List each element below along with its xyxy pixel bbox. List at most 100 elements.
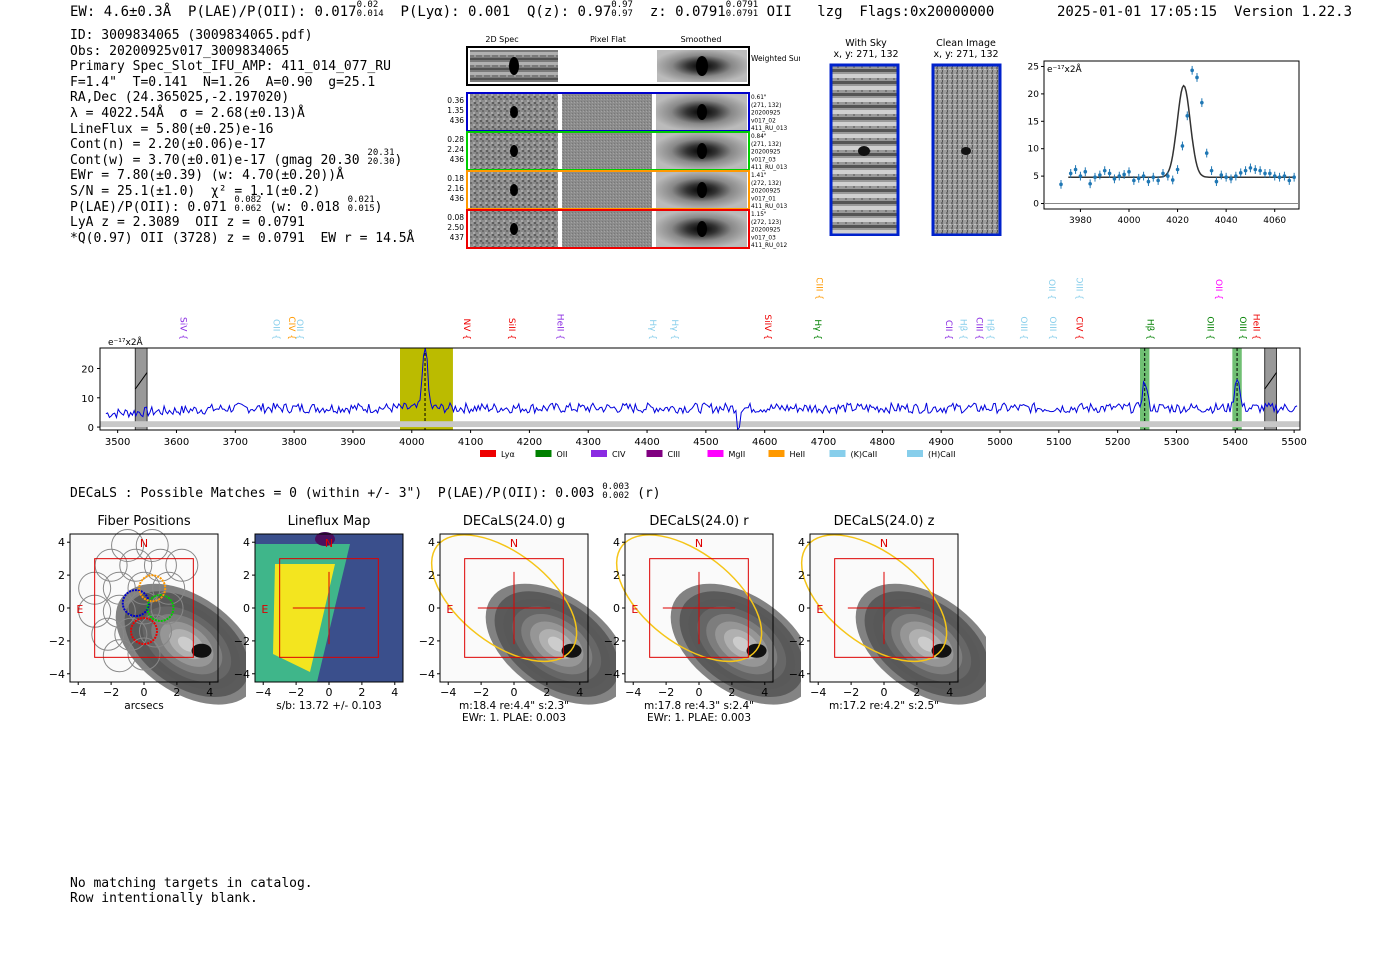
fiber-circle: [127, 637, 161, 671]
spectrum-line-label: CIII {: [814, 278, 824, 300]
panel-ytick-label: 2: [613, 569, 620, 582]
imaging-panel: DECaLS(24.0) g N E −4 −4 −2 −2 0 0 2 2 4 4 m:18.4 re:…: [416, 510, 628, 729]
lineflux-dark-spot: [315, 532, 335, 546]
fit-point: [1185, 114, 1190, 118]
header-ew: EW: 4.6±0.3Å: [70, 4, 172, 20]
panel-caption: m:18.4 re:4.4" s:2.3": [459, 700, 569, 712]
compass-e: E: [76, 603, 83, 616]
panel-ytick-label: −4: [789, 668, 805, 681]
galaxy-ellipse: [430, 534, 578, 663]
cutout-source: [510, 184, 518, 196]
spectrum-xtick-label: 4800: [870, 437, 895, 448]
panel-xtick-label: 0: [696, 686, 703, 699]
cutout-right-value: 411_RU_013: [751, 126, 788, 132]
galaxy-ellipse: [615, 534, 763, 663]
panel-xtick-label: −4: [255, 686, 271, 699]
fiber-circle: [150, 591, 184, 625]
fit-point: [1292, 175, 1296, 180]
legend-swatch: [591, 450, 607, 457]
fit-point: [1102, 168, 1107, 173]
panel-ytick-label: 2: [243, 569, 250, 582]
panel-ytick-label: 0: [428, 602, 435, 615]
fiber-cutouts: 2D Spec Pixel Flat Smoothed Weighted Sum…: [440, 32, 805, 262]
cutout-left-value: 1.35: [447, 106, 464, 115]
spectrum-ytick-label: 0: [88, 423, 94, 434]
fit-point: [1204, 151, 1209, 155]
spectrum-xtick-label: 4500: [693, 437, 718, 448]
cutout-left-value: 2.16: [447, 184, 464, 193]
fit-point: [1258, 168, 1262, 173]
cutout-left-value: 2.24: [447, 145, 464, 154]
panel-caption: m:17.8 re:4.3" s:2.4": [644, 700, 754, 712]
panel-xtick-label: 0: [326, 686, 333, 699]
spectrum-xtick-label: 4100: [458, 437, 483, 448]
fit-point: [1272, 174, 1277, 178]
legend-label: OII: [557, 450, 568, 459]
cutout-left-value: 436: [450, 194, 465, 203]
fit-point: [1170, 178, 1175, 182]
fit-point: [1229, 177, 1233, 181]
spectrum-xtick-label: 4400: [634, 437, 659, 448]
fit-point: [1078, 174, 1083, 178]
fit-point: [1146, 179, 1151, 184]
cutout-pixel-flat: [562, 211, 652, 247]
legend-swatch: [768, 450, 785, 457]
imaging-panel: DECaLS(24.0) r N E −4 −4 −2 −2 0 0 2 2 4 4 m:17.8 re:…: [601, 510, 813, 729]
spectrum-line-label: OIII {: [1018, 316, 1028, 340]
fit-point: [1243, 168, 1248, 173]
legend-label: HeII: [790, 450, 806, 459]
panel-ytick-label: 2: [58, 569, 65, 582]
panel-xtick-label: 0: [511, 686, 518, 699]
panel-ytick-label: 0: [613, 602, 620, 615]
cutout-right-value: (272, 132): [751, 181, 781, 187]
cutout-right-value: 20200925: [751, 189, 781, 195]
cutout-right-value: v017_03: [751, 157, 776, 163]
fiber-circle: [91, 617, 125, 651]
cutout-pixel-flat: [562, 172, 652, 208]
cutout-left-value: 436: [450, 116, 465, 125]
spectrum-xtick-label: 4200: [517, 437, 542, 448]
info-ewr: EWr = 7.80(±0.39) (w: 4.70(±0.20))Å: [70, 168, 344, 184]
fiber-circle: [139, 614, 173, 648]
legend-swatch: [907, 450, 923, 457]
cutout-right-value: 0.61": [751, 95, 767, 101]
blank-row-message: Row intentionally blank.: [70, 891, 258, 906]
panel-ytick-label: 4: [428, 536, 435, 549]
decals-summary: DECaLS : Possible Matches = 0 (within +/…: [70, 481, 661, 501]
col-label-2d-spec: 2D Spec: [485, 35, 518, 44]
aperture-box: [464, 558, 564, 658]
spectrum-ytick-label: 10: [81, 394, 94, 405]
spectrum-noise-band: [100, 421, 1300, 428]
fit-point: [1151, 175, 1156, 180]
cutout-left-value: 436: [450, 155, 465, 164]
spectrum-line-label: OIII {: [1047, 316, 1057, 340]
panel-ytick-label: −4: [604, 668, 620, 681]
panel-xtick-label: −2: [658, 686, 674, 699]
spectrum-highlight-window: [400, 348, 453, 430]
fit-point: [1219, 173, 1224, 177]
sky-images-svg: [829, 63, 1002, 236]
fit-point: [1088, 181, 1092, 186]
info-lambda: λ = 4022.54Å σ = 2.68(±0.13)Å: [70, 105, 305, 121]
fit-point: [1059, 182, 1063, 187]
spectrum-xtick-label: 3500: [105, 437, 130, 448]
panel-ytick-label: 0: [243, 602, 250, 615]
fit-point: [1175, 167, 1180, 172]
legend-swatch: [707, 450, 724, 457]
catalog-message: No matching targets in catalog.: [70, 876, 313, 891]
fit-ytick-label: 25: [1028, 62, 1039, 72]
panel-title: Fiber Positions: [97, 514, 190, 529]
spectrum-xtick-label: 5300: [1164, 437, 1189, 448]
spectrum-line-label: Hγ {: [812, 319, 822, 340]
cutout-right-value: 411_RU_013: [751, 204, 788, 210]
compass-n: N: [140, 537, 148, 550]
legend-label: Lyα: [501, 450, 515, 459]
galaxy-contour: [547, 636, 566, 652]
header-lzg: lzg: [817, 4, 843, 20]
panel-xtick-label: 2: [358, 686, 365, 699]
spectrum-xtick-label: 3800: [281, 437, 306, 448]
panel-xtick-label: −4: [440, 686, 456, 699]
fit-curve: [1068, 84, 1295, 178]
spectrum-masked-region: [1264, 347, 1277, 431]
compass-e: E: [631, 603, 638, 616]
